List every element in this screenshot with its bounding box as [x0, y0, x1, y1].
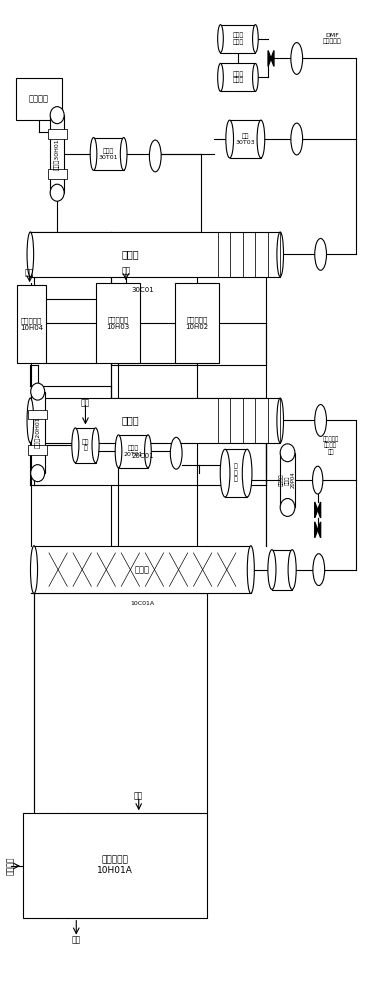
Bar	[31, 392, 45, 473]
Ellipse shape	[277, 232, 283, 277]
Ellipse shape	[247, 546, 254, 593]
Text: 含有来有机
物废溶液
回用: 含有来有机 物废溶液 回用	[322, 436, 339, 455]
Polygon shape	[271, 51, 274, 66]
Ellipse shape	[253, 25, 258, 52]
Ellipse shape	[242, 449, 252, 497]
Ellipse shape	[257, 120, 265, 158]
Ellipse shape	[120, 138, 127, 170]
Text: 第四换热器
10H04: 第四换热器 10H04	[20, 317, 43, 331]
Text: 30C01: 30C01	[131, 287, 154, 293]
Circle shape	[315, 238, 326, 270]
Text: 能蓄炭: 能蓄炭	[122, 249, 139, 259]
Text: 冷凝器30H01: 冷凝器30H01	[54, 138, 60, 170]
Ellipse shape	[90, 138, 97, 170]
Ellipse shape	[115, 435, 122, 468]
Text: 回流罐
20T01: 回流罐 20T01	[123, 446, 143, 457]
Text: 回流罐
30T01: 回流罐 30T01	[99, 148, 118, 160]
Bar	[220, 25, 256, 52]
Text: 车间废气: 车间废气	[6, 857, 15, 875]
Ellipse shape	[27, 398, 34, 443]
Polygon shape	[315, 502, 318, 518]
Bar	[97, 283, 140, 363]
Ellipse shape	[50, 107, 64, 124]
Text: 冷凝器20H01: 冷凝器20H01	[35, 417, 41, 448]
Ellipse shape	[92, 428, 99, 463]
Polygon shape	[318, 522, 321, 538]
Text: 回收利用
中间罐
20P04: 回收利用 中间罐 20P04	[279, 472, 296, 488]
Bar	[280, 453, 295, 507]
Text: 20C01: 20C01	[131, 453, 154, 459]
Ellipse shape	[72, 428, 79, 463]
Ellipse shape	[31, 465, 45, 482]
Text: 分
离
罐: 分 离 罐	[234, 464, 238, 482]
Bar	[48, 169, 67, 179]
Text: 能蓄炭: 能蓄炭	[135, 565, 150, 574]
Bar	[16, 78, 62, 120]
Text: 冷媒: 冷媒	[134, 792, 143, 801]
Ellipse shape	[277, 398, 283, 443]
Bar	[34, 546, 251, 593]
Bar	[23, 813, 207, 918]
Ellipse shape	[253, 63, 258, 91]
Bar	[17, 285, 46, 363]
Ellipse shape	[280, 444, 295, 462]
Circle shape	[315, 405, 326, 436]
Bar	[75, 428, 95, 463]
Ellipse shape	[31, 546, 38, 593]
Ellipse shape	[268, 550, 276, 589]
Ellipse shape	[50, 184, 64, 201]
Circle shape	[291, 43, 303, 74]
Ellipse shape	[226, 120, 233, 158]
Circle shape	[150, 140, 161, 172]
Ellipse shape	[288, 550, 296, 589]
Bar	[175, 283, 219, 363]
Bar	[30, 232, 280, 277]
Bar	[94, 138, 124, 170]
Text: 第二换热器
10H02: 第二换热器 10H02	[186, 316, 209, 330]
Polygon shape	[318, 502, 321, 518]
Text: 储罐
30T03: 储罐 30T03	[235, 133, 255, 145]
Bar	[30, 398, 280, 443]
Bar	[50, 115, 64, 193]
Text: 第三换热器
10H03: 第三换热器 10H03	[107, 316, 130, 330]
Text: 精馏塔
回收罐: 精馏塔 回收罐	[232, 33, 244, 45]
Text: 冷媒: 冷媒	[25, 269, 34, 278]
Circle shape	[170, 437, 182, 469]
Text: 第一换热器
10H01A: 第一换热器 10H01A	[97, 856, 133, 875]
Bar	[48, 129, 67, 139]
Text: DMF
精馏与回用: DMF 精馏与回用	[322, 33, 341, 44]
Ellipse shape	[218, 25, 223, 52]
Bar	[225, 449, 247, 497]
Bar	[272, 550, 292, 589]
Bar	[28, 410, 47, 419]
Ellipse shape	[27, 232, 34, 277]
Ellipse shape	[220, 449, 230, 497]
Text: 精馏塔
回收罐: 精馏塔 回收罐	[232, 71, 244, 83]
Bar	[230, 120, 261, 158]
Polygon shape	[315, 522, 318, 538]
Text: 冷媒: 冷媒	[121, 267, 131, 276]
Ellipse shape	[280, 499, 295, 516]
Text: 10C01A: 10C01A	[130, 601, 154, 606]
Text: 废水: 废水	[81, 398, 90, 407]
Text: 真空系统: 真空系统	[29, 95, 48, 104]
Ellipse shape	[145, 435, 151, 468]
Bar	[119, 435, 148, 468]
Circle shape	[313, 554, 325, 586]
Text: 排空: 排空	[72, 935, 81, 944]
Text: 油分
罐: 油分 罐	[82, 439, 89, 451]
Circle shape	[313, 466, 323, 494]
Polygon shape	[268, 51, 271, 66]
Bar	[220, 63, 256, 91]
Bar	[28, 445, 47, 455]
Circle shape	[291, 123, 303, 155]
Text: 能蓄炭: 能蓄炭	[122, 415, 139, 425]
Ellipse shape	[218, 63, 223, 91]
Ellipse shape	[31, 383, 45, 400]
